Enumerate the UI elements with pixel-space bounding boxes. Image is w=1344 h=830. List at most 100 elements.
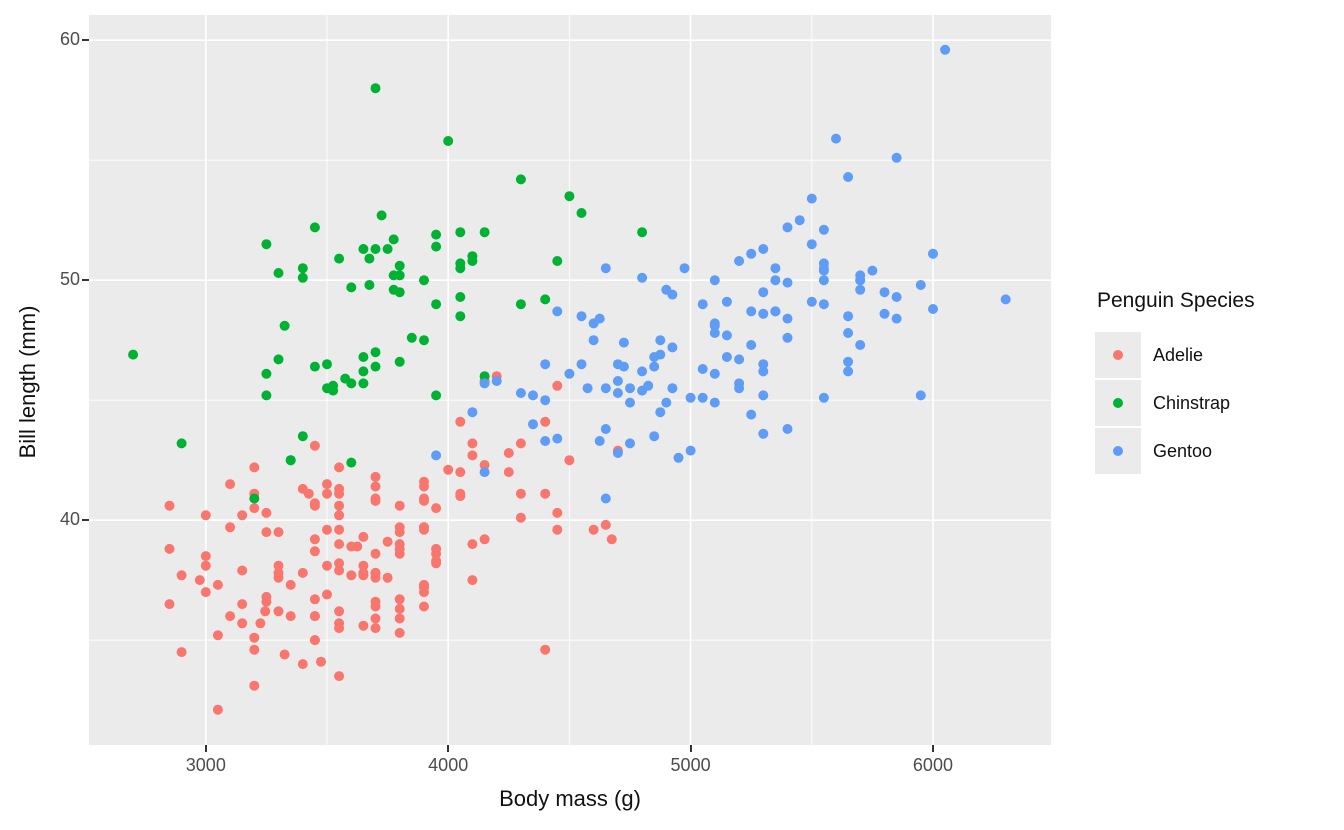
- data-point-chinstrap: [564, 191, 575, 202]
- data-point-gentoo: [758, 428, 769, 439]
- data-point-gentoo: [879, 308, 890, 319]
- data-point-chinstrap: [552, 256, 563, 266]
- data-point-gentoo: [855, 340, 866, 350]
- data-point-chinstrap: [176, 438, 187, 449]
- data-point-gentoo: [818, 299, 829, 310]
- data-point-adelie: [261, 596, 272, 607]
- data-point-gentoo: [818, 275, 829, 286]
- data-point-gentoo: [643, 380, 654, 391]
- data-point-gentoo: [594, 313, 605, 324]
- data-point-chinstrap: [467, 256, 478, 266]
- data-point-chinstrap: [249, 493, 260, 504]
- data-point-gentoo: [843, 366, 854, 377]
- data-point-gentoo: [891, 313, 902, 324]
- data-point-gentoo: [491, 376, 502, 386]
- data-point-gentoo: [612, 359, 623, 370]
- data-point-chinstrap: [419, 335, 429, 346]
- data-point-gentoo: [867, 265, 878, 276]
- legend-label: Gentoo: [1153, 440, 1213, 461]
- data-point-adelie: [334, 462, 345, 473]
- data-point-chinstrap: [515, 174, 526, 185]
- data-point-adelie: [297, 659, 308, 670]
- data-point-adelie: [370, 567, 381, 578]
- data-point-gentoo: [540, 359, 551, 370]
- x-tick-label: 5000: [670, 755, 711, 775]
- data-point-adelie: [260, 606, 271, 617]
- data-point-gentoo: [770, 306, 781, 317]
- data-point-gentoo: [806, 296, 817, 307]
- data-point-adelie: [309, 440, 320, 451]
- data-point-chinstrap: [346, 378, 357, 389]
- data-point-gentoo: [649, 431, 660, 442]
- data-point-gentoo: [528, 419, 538, 430]
- data-point-adelie: [358, 567, 369, 578]
- data-point-adelie: [455, 491, 466, 502]
- data-point-adelie: [297, 483, 308, 494]
- data-point-gentoo: [818, 258, 829, 269]
- data-point-gentoo: [758, 287, 769, 298]
- data-point-gentoo: [891, 152, 902, 163]
- data-point-gentoo: [843, 311, 854, 322]
- data-point-adelie: [431, 555, 442, 566]
- data-point-adelie: [309, 546, 320, 557]
- data-point-adelie: [261, 507, 272, 518]
- data-point-gentoo: [625, 438, 635, 449]
- data-point-adelie: [273, 527, 284, 538]
- data-point-adelie: [225, 479, 236, 490]
- data-point-adelie: [164, 543, 175, 554]
- data-point-adelie: [346, 541, 357, 552]
- legend: Penguin Species Adelie Chinstrap Gentoo: [1095, 289, 1255, 476]
- data-point-adelie: [419, 495, 429, 506]
- data-point-gentoo: [928, 304, 938, 314]
- data-point-gentoo: [667, 342, 678, 353]
- data-point-adelie: [176, 647, 187, 658]
- data-point-gentoo: [600, 424, 611, 434]
- data-point-gentoo: [709, 368, 720, 379]
- data-point-adelie: [309, 498, 320, 509]
- data-point-adelie: [552, 524, 563, 535]
- data-point-gentoo: [746, 409, 757, 420]
- data-point-chinstrap: [128, 349, 139, 360]
- data-point-adelie: [606, 534, 617, 545]
- data-point-gentoo: [697, 364, 708, 374]
- data-point-gentoo: [540, 395, 551, 406]
- y-tick-label: 40: [59, 509, 80, 530]
- x-tick-label: 4000: [428, 755, 469, 775]
- data-point-adelie: [334, 500, 345, 511]
- data-point-chinstrap: [297, 272, 308, 283]
- data-point-gentoo: [818, 265, 829, 276]
- data-point-gentoo: [806, 193, 817, 204]
- data-point-adelie: [322, 560, 332, 571]
- data-point-adelie: [370, 471, 381, 482]
- data-point-adelie: [467, 438, 478, 449]
- legend-item-chinstrap: Chinstrap: [1095, 380, 1255, 426]
- data-point-adelie: [334, 558, 345, 569]
- data-point-gentoo: [467, 407, 478, 418]
- data-point-gentoo: [540, 436, 551, 446]
- data-point-adelie: [370, 601, 381, 612]
- y-tick-mark: [82, 39, 89, 42]
- data-point-adelie: [564, 455, 575, 466]
- data-point-adelie: [279, 649, 290, 660]
- data-point-adelie: [322, 589, 332, 600]
- data-point-gentoo: [685, 392, 696, 403]
- data-point-gentoo: [697, 392, 708, 403]
- data-point-gentoo: [818, 392, 829, 403]
- data-point-chinstrap: [370, 83, 381, 94]
- data-point-gentoo: [843, 172, 854, 182]
- data-point-gentoo: [818, 224, 829, 235]
- data-point-adelie: [309, 635, 320, 646]
- data-point-adelie: [261, 527, 272, 538]
- data-point-chinstrap: [358, 352, 369, 362]
- x-tick-mark: [931, 745, 934, 752]
- data-point-gentoo: [734, 256, 745, 266]
- data-point-gentoo: [843, 356, 854, 367]
- data-point-adelie: [382, 572, 393, 583]
- data-point-adelie: [515, 488, 526, 499]
- data-point-gentoo: [649, 352, 660, 362]
- data-point-chinstrap: [261, 368, 272, 379]
- data-point-adelie: [322, 479, 332, 490]
- data-point-adelie: [455, 416, 466, 427]
- data-point-adelie: [194, 575, 205, 586]
- data-point-adelie: [503, 467, 514, 478]
